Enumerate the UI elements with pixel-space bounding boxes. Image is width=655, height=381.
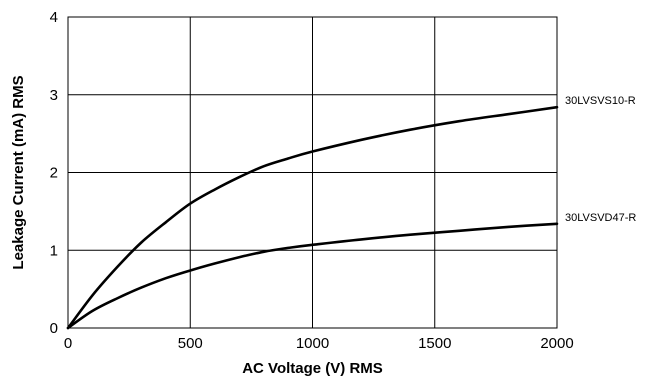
y-tick-label: 2 [50, 165, 58, 182]
series-line-0 [66, 105, 559, 330]
x-tick-labels: 0 500 1000 1500 2000 [64, 335, 574, 352]
y-tick-label: 1 [50, 242, 58, 259]
y-tick-label: 3 [50, 87, 58, 104]
series-label-0: 30LVSVS10-R [565, 95, 636, 107]
x-axis-title: AC Voltage (V) RMS [242, 360, 383, 377]
x-tick-label: 0 [64, 335, 72, 352]
y-tick-labels: 0 1 2 3 4 [50, 9, 58, 337]
series-labels: 30LVSVS10-R 30LVSVD47-R [565, 95, 636, 224]
series-lines [66, 105, 559, 330]
x-tick-label: 1500 [418, 335, 451, 352]
x-tick-label: 1000 [296, 335, 329, 352]
y-tick-label: 4 [50, 9, 58, 26]
y-axis-title: Leakage Current (mA) RMS [10, 75, 27, 269]
x-tick-label: 500 [178, 335, 203, 352]
grid [67, 16, 558, 329]
plot-frame [67, 16, 558, 329]
x-tick-label: 2000 [540, 335, 573, 352]
series-label-1: 30LVSVD47-R [565, 212, 636, 224]
y-tick-label: 0 [50, 320, 58, 337]
series-line-1 [66, 222, 559, 330]
